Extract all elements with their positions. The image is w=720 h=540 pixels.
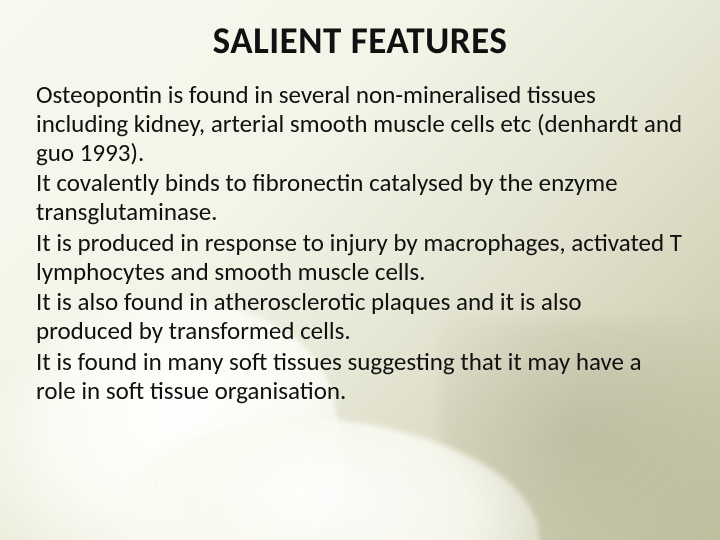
body-paragraph: It covalently binds to fibronectin catal…	[36, 169, 684, 227]
body-paragraph: It is produced in response to injury by …	[36, 229, 684, 287]
body-paragraph: Osteopontin is found in several non-mine…	[36, 81, 684, 167]
slide-body: Osteopontin is found in several non-mine…	[36, 81, 684, 405]
body-paragraph: It is found in many soft tissues suggest…	[36, 348, 684, 406]
slide-content: SALIENT FEATURES Osteopontin is found in…	[0, 0, 720, 540]
slide: SALIENT FEATURES Osteopontin is found in…	[0, 0, 720, 540]
body-paragraph: It is also found in atherosclerotic plaq…	[36, 288, 684, 346]
slide-title: SALIENT FEATURES	[36, 18, 684, 63]
